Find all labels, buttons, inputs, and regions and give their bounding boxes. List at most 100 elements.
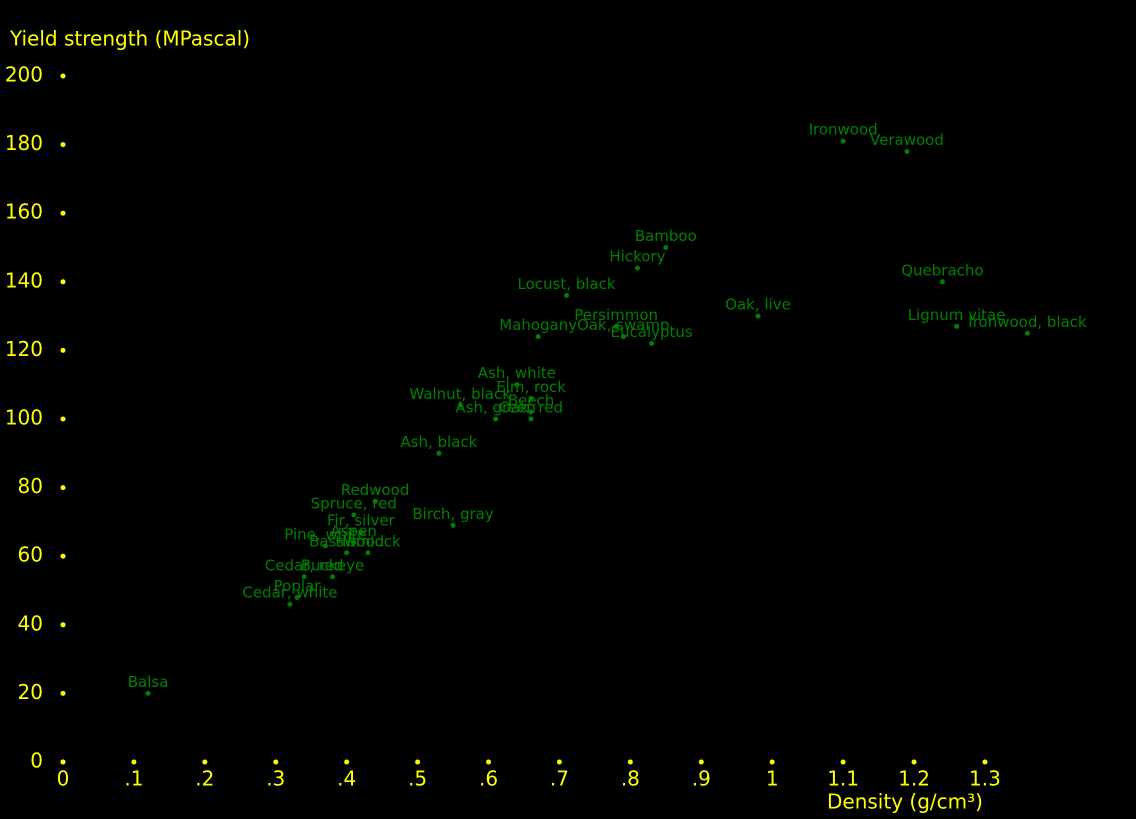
x-tick	[486, 759, 492, 765]
x-tick-label: .3	[266, 767, 285, 791]
x-tick-label: .9	[692, 767, 711, 791]
x-tick-label: .5	[408, 767, 427, 791]
point	[649, 341, 655, 347]
x-tick-label: 0	[57, 767, 70, 791]
point-label: Bamboo	[635, 227, 697, 245]
point	[145, 690, 151, 696]
point	[1025, 330, 1031, 336]
x-axis-label: Density (g/cm³)	[827, 790, 983, 814]
point	[294, 594, 300, 600]
point	[840, 138, 846, 144]
y-tick-label: 120	[5, 337, 43, 361]
point	[436, 450, 442, 456]
x-tick	[556, 759, 562, 765]
point-label: Ironwood, black	[968, 313, 1087, 331]
point	[322, 543, 328, 549]
y-tick	[60, 142, 66, 148]
point-label: Quebracho	[901, 261, 983, 279]
point	[528, 409, 534, 415]
point-label: Redwood	[341, 481, 410, 499]
y-axis-label: Yield strength (MPascal)	[9, 27, 250, 51]
x-tick-label: 1.1	[827, 767, 859, 791]
y-tick	[60, 553, 66, 559]
point-label: Verawood	[870, 131, 944, 149]
point-label: Buckeye	[301, 556, 365, 574]
x-tick	[698, 759, 704, 765]
x-tick-label: .6	[479, 767, 498, 791]
y-tick-label: 20	[18, 680, 43, 704]
y-tick-label: 100	[5, 406, 43, 430]
x-tick-label: 1	[766, 767, 779, 791]
point-label: Lignum vitae	[908, 306, 1006, 324]
point-label: Elm, rock	[496, 378, 566, 396]
point	[904, 148, 910, 154]
x-tick	[344, 759, 350, 765]
y-tick	[60, 485, 66, 491]
y-tick-label: 160	[5, 200, 43, 224]
y-tick-label: 60	[18, 543, 43, 567]
point-label: Fir, silver	[327, 512, 396, 530]
point	[535, 334, 541, 340]
point-label: Hemlock	[335, 532, 401, 550]
y-tick	[60, 210, 66, 216]
point-label: Poplar	[274, 577, 322, 595]
y-tick-label: 80	[18, 474, 43, 498]
x-tick-label: .2	[195, 767, 214, 791]
point-label: Locust, black	[517, 275, 615, 293]
point	[457, 402, 463, 408]
point	[663, 245, 669, 250]
x-tick	[769, 759, 775, 765]
point	[613, 323, 619, 329]
point	[358, 529, 364, 535]
y-tick	[60, 347, 66, 353]
point	[954, 323, 960, 329]
point	[351, 512, 357, 518]
point-label: Ash, green	[455, 399, 535, 417]
point	[450, 522, 456, 528]
y-tick-label: 40	[18, 611, 43, 635]
x-tick-label: 1.3	[969, 767, 1001, 791]
point-label: Oak, live	[725, 296, 791, 314]
x-tick	[911, 759, 917, 765]
point	[351, 539, 357, 545]
y-tick	[60, 690, 66, 696]
point	[634, 265, 640, 271]
x-tick	[131, 759, 137, 765]
point-label: Oak, red	[499, 399, 563, 417]
y-tick-label: 140	[5, 268, 43, 292]
point	[514, 382, 520, 388]
point-label: Ironwood	[809, 121, 878, 139]
point-label: Ash, black	[400, 433, 477, 451]
point-label: Cedar, red	[265, 556, 344, 574]
x-tick	[60, 759, 66, 765]
point	[528, 416, 534, 422]
point	[372, 498, 378, 504]
point	[939, 279, 945, 285]
y-tick-label: 0	[30, 749, 43, 773]
point	[365, 550, 371, 556]
y-tick	[60, 73, 66, 79]
point-label: Ash, white	[478, 364, 556, 382]
point-label: Mahogany	[499, 316, 577, 334]
y-tick-label: 180	[5, 131, 43, 155]
point-label: Hickory	[609, 248, 665, 266]
x-tick	[627, 759, 633, 765]
point	[329, 574, 335, 580]
point-label: Pine, white	[284, 525, 366, 543]
point-label: Walnut, black	[409, 385, 511, 403]
point-label: Balsa	[128, 673, 169, 691]
point-label: Basswood	[309, 532, 384, 550]
x-tick	[840, 759, 846, 765]
point-label: Eucalyptus	[611, 323, 693, 341]
y-tick	[60, 279, 66, 285]
point	[287, 601, 293, 607]
y-tick	[60, 416, 66, 422]
y-tick	[60, 622, 66, 628]
point	[301, 574, 307, 580]
x-tick-label: 1.2	[898, 767, 930, 791]
x-tick-label: .7	[550, 767, 569, 791]
point-label: Cedar, white	[242, 584, 337, 602]
point-label: Oak, swamp	[577, 316, 670, 334]
